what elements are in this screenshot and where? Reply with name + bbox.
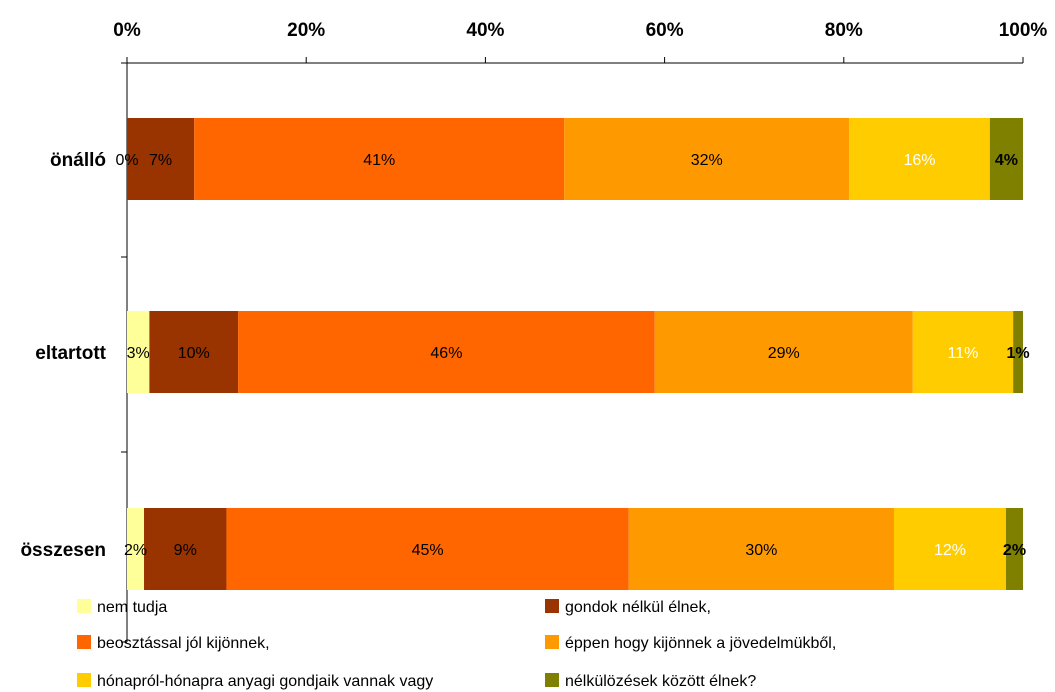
data-label: 2% <box>124 542 147 559</box>
bar-segment <box>238 311 655 393</box>
data-label: 41% <box>363 152 395 169</box>
bar-segment <box>1005 508 1023 590</box>
data-label: 4% <box>995 152 1018 169</box>
bar-segment <box>849 118 990 200</box>
bar-segment <box>127 311 150 393</box>
legend-swatch <box>545 673 559 687</box>
x-tick-label: 80% <box>825 20 863 41</box>
bar-segment <box>564 118 850 200</box>
bar-segment <box>149 311 239 393</box>
bar-segment <box>628 508 894 590</box>
category-label: önálló <box>50 150 106 171</box>
bar-segment <box>194 118 565 200</box>
data-label: 16% <box>903 152 935 169</box>
category-label: összesen <box>20 540 106 561</box>
data-labels-layer: 0% 7% 41% 32% 16% 4% 3% 10% 46% 29% 11% 1% 2% 9% 45% 30… <box>115 152 1029 559</box>
data-label: 32% <box>691 152 723 169</box>
x-tick-label: 0% <box>113 20 141 41</box>
legend-label: éppen hogy kijönnek a jövedelmükből, <box>565 635 836 652</box>
data-label: 29% <box>768 345 800 362</box>
data-label: 46% <box>430 345 462 362</box>
legend-label: nem tudja <box>97 599 167 616</box>
legend: nem tudja gondok nélkül élnek, beosztással… <box>77 599 836 690</box>
data-label: 1% <box>1007 345 1030 362</box>
bars-layer <box>127 118 1023 590</box>
legend-swatch <box>545 599 559 613</box>
data-label: 11% <box>948 345 979 362</box>
data-label: 0% <box>115 152 138 169</box>
legend-swatch <box>545 635 559 649</box>
legend-swatch <box>77 599 91 613</box>
bar-segment <box>912 311 1014 393</box>
category-label: eltartott <box>35 343 106 364</box>
data-label: 7% <box>149 152 172 169</box>
legend-swatch <box>77 635 91 649</box>
data-label: 45% <box>412 542 444 559</box>
legend-swatch <box>77 673 91 687</box>
x-tick-label: 40% <box>466 20 504 41</box>
data-label: 30% <box>745 542 777 559</box>
bar-segment <box>893 508 1006 590</box>
legend-label: beosztással jól kijönnek, <box>97 635 270 652</box>
bar-segment <box>989 118 1023 200</box>
legend-label: nélkülözések között élnek? <box>565 673 756 690</box>
bar-segment <box>127 118 195 200</box>
data-label: 2% <box>1003 542 1026 559</box>
x-tick-label: 20% <box>287 20 325 41</box>
bar-segment <box>226 508 629 590</box>
data-label: 9% <box>174 542 197 559</box>
bar-segment <box>1013 311 1023 393</box>
bar-segment <box>654 311 913 393</box>
x-tick-label: 100% <box>999 20 1048 41</box>
x-tick-label: 60% <box>646 20 684 41</box>
data-label: 12% <box>934 542 966 559</box>
data-label: 10% <box>178 345 210 362</box>
bar-segment <box>144 508 227 590</box>
legend-label: gondok nélkül élnek, <box>565 599 711 616</box>
data-label: 3% <box>127 345 150 362</box>
bar-segment <box>127 508 145 590</box>
legend-label: hónapról-hónapra anyagi gondjaik vannak … <box>97 673 433 690</box>
